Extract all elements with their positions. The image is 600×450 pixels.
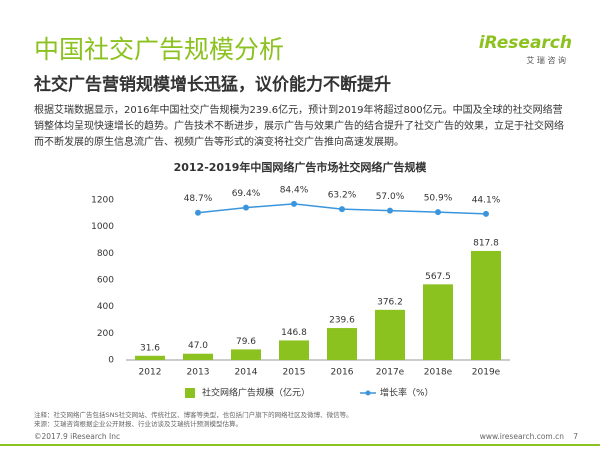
value-label: 239.6: [329, 316, 355, 326]
y-tick-label: 200: [97, 329, 114, 339]
bar: [327, 328, 357, 360]
x-tick-label: 2015: [283, 368, 306, 378]
x-tick-label: 2017e: [376, 368, 405, 378]
note: 注释：社交网络广告包括SNS社交网站、传统社区、博客等类型，也包括门户旗下的网络…: [34, 411, 353, 419]
y-tick-label: 800: [97, 249, 114, 259]
chart-title: 2012-2019年中国网络广告市场社交网络广告规模: [174, 160, 428, 174]
source: 来源：艾瑞咨询根据企业公开财报、行业访谈及艾瑞统计预测模型估算。: [34, 420, 242, 428]
value-label: 69.4%: [232, 189, 261, 199]
website: www.iresearch.com.cn: [479, 432, 564, 441]
y-tick-label: 0: [108, 356, 114, 366]
x-tick-label: 2019e: [472, 368, 501, 378]
point: [387, 207, 393, 214]
x-tick-label: 2013: [187, 368, 210, 378]
value-label: 48.7%: [184, 194, 213, 204]
x-tick-label: 2018e: [424, 368, 453, 378]
point: [243, 204, 249, 211]
value-label: 31.6: [140, 343, 160, 353]
page-number: 7: [573, 432, 578, 441]
x-tick-label: 2012: [139, 368, 162, 378]
copyright: ©2017.9 iResearch Inc: [34, 432, 121, 441]
point: [483, 210, 489, 217]
point: [435, 209, 441, 216]
bar: [231, 349, 261, 360]
value-label: 146.8: [281, 328, 307, 338]
value-label: 63.2%: [328, 191, 357, 201]
legend-label: 增长率（%）: [380, 387, 434, 399]
subtitle: 社交广告营销规模增长迅猛，议价能力不断提升: [34, 75, 391, 95]
value-label: 376.2: [377, 297, 403, 307]
x-tick-label: 2016: [331, 368, 354, 378]
legend-label: 社交网络广告规模（亿元）: [202, 387, 310, 399]
logo: iResearch: [478, 33, 572, 53]
y-tick-label: 600: [97, 276, 114, 286]
bar: [279, 340, 309, 360]
point: [195, 209, 201, 216]
bar: [375, 309, 405, 360]
bar: [135, 355, 165, 360]
paragraph: 根据艾瑞数据显示，2016年中国社交广告规模为239.6亿元，预计到2019年将…: [34, 105, 564, 148]
value-label: 84.4%: [280, 185, 309, 195]
bar: [471, 250, 501, 360]
bar: [423, 284, 453, 360]
value-label: 57.0%: [376, 192, 405, 202]
y-tick-label: 1000: [91, 222, 114, 232]
title: 中国社交广告规模分析: [34, 35, 285, 64]
logo-sub: 艾 瑞 咨 询: [526, 56, 566, 65]
bar: [183, 353, 213, 360]
value-label: 567.5: [425, 272, 451, 282]
value-label: 50.9%: [424, 194, 453, 204]
legend-swatch: [185, 388, 195, 398]
value-label: 79.6: [236, 337, 256, 347]
y-tick-label: 400: [97, 302, 114, 312]
legend-swatch: [365, 390, 371, 396]
y-tick-label: 1200: [91, 196, 114, 206]
value-label: 44.1%: [472, 195, 501, 205]
point: [291, 200, 297, 207]
value-label: 47.0: [188, 341, 208, 351]
x-tick-label: 2014: [235, 368, 258, 378]
value-label: 817.8: [473, 238, 499, 248]
point: [339, 206, 345, 213]
